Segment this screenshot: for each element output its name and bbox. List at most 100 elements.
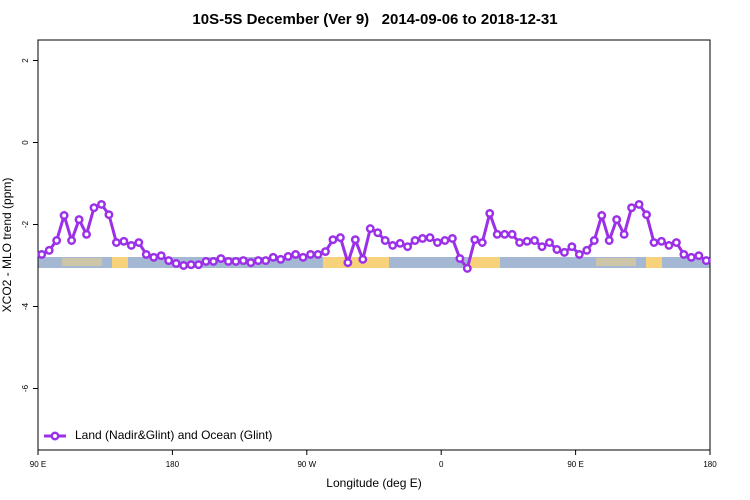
point [619, 229, 629, 239]
point [37, 249, 47, 259]
point [537, 242, 547, 252]
point [298, 252, 308, 262]
point [238, 256, 248, 266]
point [268, 252, 278, 262]
point [507, 229, 517, 239]
x-tick-label: 90 E [30, 460, 46, 469]
point [261, 256, 271, 266]
point [470, 235, 480, 245]
y-tick-label: 2 [21, 58, 30, 63]
point [604, 236, 614, 245]
y-tick-label: -2 [21, 220, 30, 228]
point [492, 229, 502, 239]
legend-label: Land (Nadir&Glint) and Ocean (Glint) [75, 428, 272, 442]
point [328, 235, 338, 245]
point [321, 247, 330, 257]
land-patch [646, 257, 662, 268]
point [246, 258, 256, 268]
point [149, 252, 159, 262]
point [111, 238, 121, 247]
point [649, 238, 659, 247]
x-tick-label: 90 E [567, 460, 583, 469]
legend-marker [50, 431, 60, 441]
x-tick-label: 90 W [297, 460, 316, 469]
point [425, 233, 435, 243]
y-tick-label: 0 [21, 140, 30, 145]
point [433, 238, 442, 247]
point [59, 211, 69, 220]
point [627, 203, 637, 213]
point [201, 256, 211, 266]
point [589, 236, 599, 245]
point [306, 249, 315, 259]
y-tick-label: -6 [21, 384, 30, 392]
land-patch [470, 257, 500, 268]
point [223, 256, 233, 266]
land-patch [596, 258, 636, 266]
point [194, 260, 203, 270]
point [365, 224, 375, 234]
point [679, 249, 689, 259]
point [97, 199, 106, 209]
y-tick-label: -4 [21, 302, 30, 310]
point [358, 254, 368, 264]
x-axis-label: Longitude (deg E) [326, 476, 421, 490]
point [164, 256, 174, 266]
point [253, 256, 263, 266]
land-patch [112, 257, 128, 268]
point [634, 199, 644, 209]
point [686, 252, 696, 262]
point [664, 240, 674, 250]
point [515, 238, 525, 247]
point [179, 261, 189, 270]
point [104, 210, 114, 220]
point [694, 251, 704, 261]
x-tick-label: 180 [703, 460, 717, 469]
point [418, 233, 427, 243]
point [313, 249, 323, 259]
point [612, 215, 622, 225]
point [500, 229, 510, 239]
point [455, 254, 465, 263]
point [171, 259, 181, 268]
point [134, 238, 144, 247]
point [276, 254, 286, 264]
map-strip [38, 257, 710, 268]
land-patch [323, 257, 389, 268]
x-tick-label: 180 [166, 460, 180, 469]
chart-title: 10S-5S December (Ver 9) 2014-09-06 to 20… [192, 11, 557, 28]
point [485, 208, 495, 218]
point [350, 235, 360, 245]
point [462, 263, 472, 273]
plot-frame [37, 39, 711, 451]
point [126, 240, 136, 250]
point [403, 242, 413, 252]
point [231, 256, 241, 266]
point [440, 236, 450, 245]
point [335, 233, 345, 243]
point [642, 210, 651, 220]
point [530, 236, 539, 245]
point [582, 245, 592, 255]
point [574, 249, 584, 259]
point [156, 251, 166, 261]
point [89, 203, 99, 213]
point [701, 256, 711, 266]
point [216, 254, 226, 263]
point [186, 260, 196, 270]
point [141, 249, 151, 259]
point [209, 256, 218, 266]
point [545, 238, 554, 247]
point [657, 236, 666, 246]
point [343, 258, 353, 268]
y-axis-label: XCO2 - MLO trend (ppm) [0, 178, 14, 313]
point [671, 238, 681, 247]
point [559, 247, 569, 257]
point [291, 249, 301, 259]
point [447, 233, 457, 243]
point [119, 236, 129, 246]
point [477, 238, 487, 247]
point [44, 245, 54, 255]
point [380, 236, 390, 245]
